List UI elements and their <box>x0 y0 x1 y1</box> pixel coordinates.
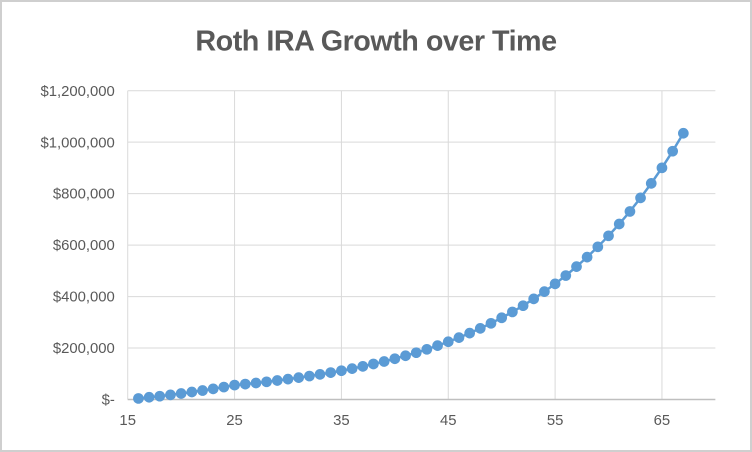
chart-title[interactable]: Roth IRA Growth over Time <box>195 26 557 58</box>
data-point[interactable] <box>678 127 689 139</box>
data-point[interactable] <box>485 317 497 329</box>
data-point[interactable] <box>517 300 529 312</box>
data-point[interactable] <box>325 367 337 378</box>
x-tick-label: 25 <box>226 413 243 429</box>
data-point[interactable] <box>175 388 187 399</box>
y-tick-label: $600,000 <box>53 238 115 254</box>
data-point[interactable] <box>282 373 294 385</box>
data-point[interactable] <box>442 336 454 348</box>
data-point[interactable] <box>592 241 604 253</box>
y-tick-label: $400,000 <box>53 290 115 306</box>
data-point[interactable] <box>474 323 486 334</box>
data-point[interactable] <box>539 286 550 297</box>
data-point[interactable] <box>667 145 679 157</box>
y-tick-label: $200,000 <box>53 341 115 357</box>
data-point[interactable] <box>293 372 305 383</box>
data-point[interactable] <box>528 293 540 305</box>
data-point[interactable] <box>560 270 572 281</box>
data-point[interactable] <box>143 391 155 403</box>
data-point[interactable] <box>421 343 433 355</box>
data-point[interactable] <box>656 162 668 174</box>
x-tick-label: 35 <box>333 413 350 429</box>
data-point[interactable] <box>389 353 401 365</box>
data-point[interactable] <box>346 363 358 374</box>
data-point[interactable] <box>645 178 657 189</box>
data-point[interactable] <box>154 390 166 402</box>
data-point[interactable] <box>165 389 176 401</box>
data-point[interactable] <box>635 192 646 204</box>
series-line[interactable] <box>137 131 685 400</box>
data-point[interactable] <box>314 369 326 380</box>
x-tick-label: 45 <box>440 413 457 429</box>
data-point[interactable] <box>207 383 219 395</box>
y-tick-label: $- <box>102 393 115 409</box>
data-point[interactable] <box>410 347 422 359</box>
data-point[interactable] <box>357 360 369 372</box>
data-point[interactable] <box>581 251 593 263</box>
data-point[interactable] <box>197 385 208 396</box>
data-point[interactable] <box>261 376 272 388</box>
data-point[interactable] <box>464 327 476 339</box>
data-point[interactable] <box>549 278 561 290</box>
data-point[interactable] <box>378 356 390 367</box>
x-tick-label: 55 <box>547 413 564 429</box>
data-point[interactable] <box>229 379 240 391</box>
data-point[interactable] <box>368 358 379 370</box>
y-tick-label: $1,200,000 <box>40 84 114 100</box>
data-point[interactable] <box>496 312 508 324</box>
data-point[interactable] <box>336 365 347 377</box>
data-point[interactable] <box>304 370 315 382</box>
data-point[interactable] <box>507 306 518 318</box>
data-point[interactable] <box>218 381 230 393</box>
data-point[interactable] <box>613 218 625 230</box>
data-point[interactable] <box>186 386 198 398</box>
data-point[interactable] <box>133 393 144 404</box>
data-point[interactable] <box>453 332 465 343</box>
data-point[interactable] <box>432 340 443 351</box>
x-tick-label: 15 <box>119 413 136 429</box>
data-point[interactable] <box>624 206 636 217</box>
x-tick-label: 65 <box>654 413 671 429</box>
data-point[interactable] <box>571 261 582 272</box>
data-point[interactable] <box>239 378 251 390</box>
data-point[interactable] <box>400 350 411 362</box>
y-tick-label: $800,000 <box>53 187 115 203</box>
data-point[interactable] <box>271 375 283 386</box>
data-point[interactable] <box>250 377 262 389</box>
y-tick-label: $1,000,000 <box>40 135 114 151</box>
data-point[interactable] <box>603 230 614 242</box>
